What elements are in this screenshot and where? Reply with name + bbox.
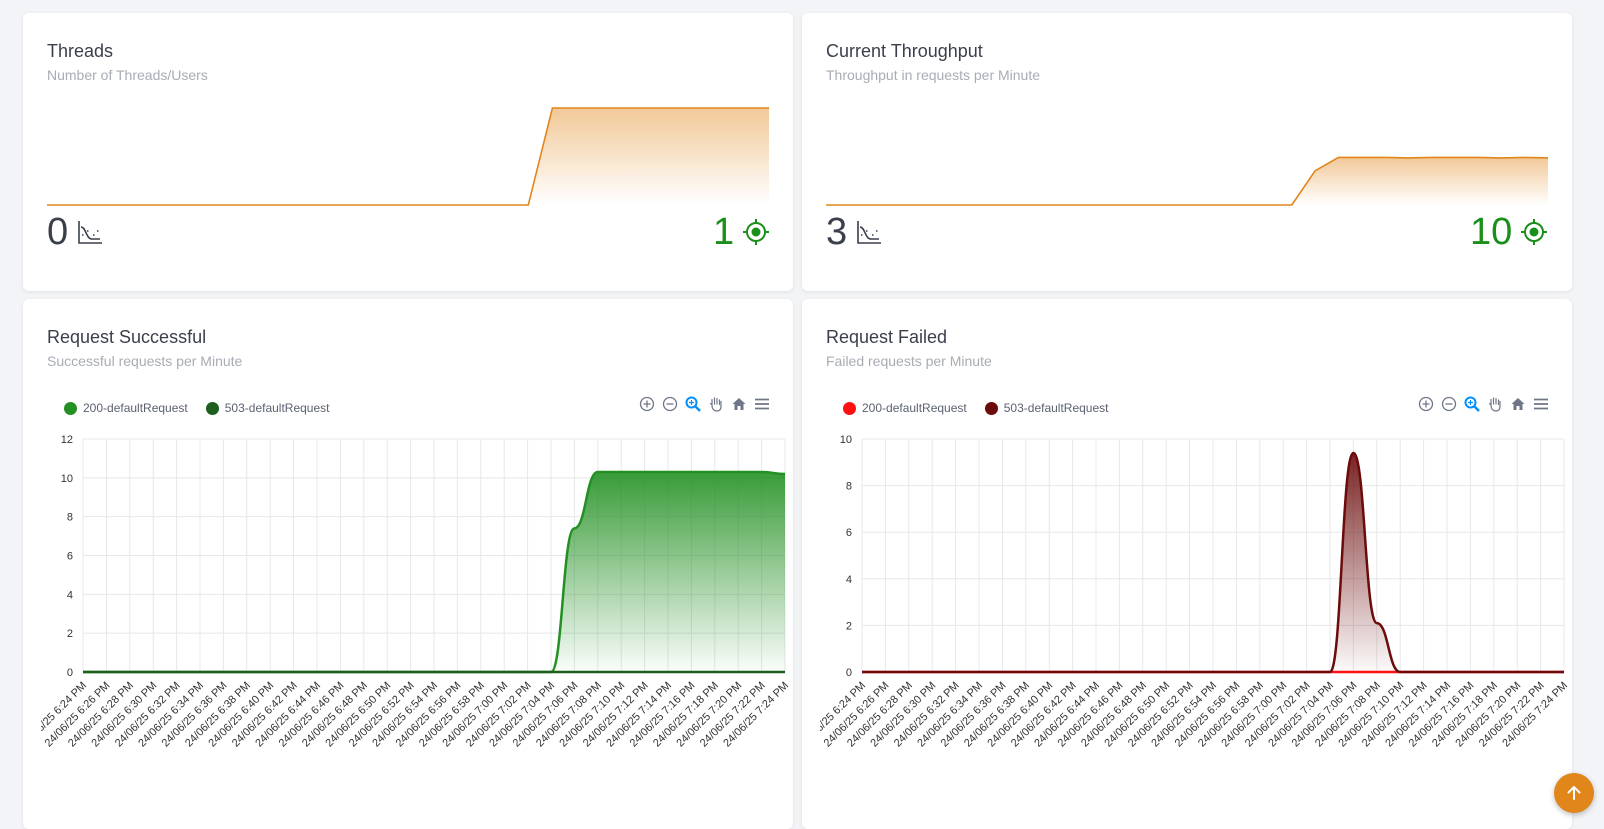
legend-marker [64, 401, 77, 415]
throughput-sparkline [826, 156, 1548, 206]
selection-zoom-icon[interactable] [1463, 395, 1481, 413]
menu-icon[interactable] [753, 395, 771, 413]
y-tick-label: 8 [67, 512, 73, 524]
success-subtitle: Successful requests per Minute [47, 353, 243, 369]
threads-target: 1 [713, 209, 770, 255]
sparkline-area [47, 108, 769, 205]
grid [861, 438, 1565, 673]
selection-zoom-icon[interactable] [684, 395, 702, 413]
series-line-503-defaultRequest [862, 451, 1564, 674]
legend-label: 200-defaultRequest [83, 401, 188, 415]
legend-label: 200-defaultRequest [862, 401, 967, 415]
legend-marker [984, 401, 998, 415]
target-icon [742, 218, 770, 246]
threads-current: 0 [47, 209, 104, 255]
threads-target-value: 1 [713, 211, 735, 253]
arrow-up-icon [1567, 786, 1581, 800]
sparkline-line [826, 156, 1548, 206]
threads-sparkline [47, 107, 769, 206]
throughput-target: 10 [1470, 209, 1548, 255]
sparkline-line [47, 107, 769, 206]
y-tick-label: 6 [67, 551, 73, 563]
y-tick-label: 2 [846, 620, 852, 632]
home-reset-icon[interactable] [730, 395, 748, 413]
y-tick-label: 0 [846, 667, 852, 679]
zoom-out-icon[interactable] [661, 395, 679, 413]
y-tick-label: 4 [67, 589, 73, 601]
legend-item-200[interactable]: 200-defaultRequest [64, 401, 188, 415]
failed-chart-toolbar [1412, 395, 1550, 413]
threads-subtitle: Number of Threads/Users [47, 67, 208, 83]
legend-item-200[interactable]: 200-defaultRequest [843, 401, 967, 415]
zoom-in-icon[interactable] [638, 395, 656, 413]
legend-item-503[interactable]: 503-defaultRequest [205, 401, 330, 415]
failed-card: Request Failed Failed requests per Minut… [802, 299, 1572, 829]
failed-subtitle: Failed requests per Minute [826, 353, 992, 369]
throughput-subtitle: Throughput in requests per Minute [826, 67, 1041, 83]
threads-card: Threads Number of Threads/Users 0 1 [23, 13, 793, 291]
y-tick-label: 12 [61, 434, 73, 446]
legend-marker [843, 401, 856, 415]
failed-legend: 200-defaultRequest 503-defaultRequest [843, 401, 1127, 415]
success-title: Request Successful [47, 327, 207, 347]
success-card: Request Successful Successful requests p… [23, 299, 793, 829]
home-reset-icon[interactable] [1509, 395, 1527, 413]
y-tick-label: 2 [67, 628, 73, 640]
menu-icon[interactable] [1532, 395, 1550, 413]
pan-hand-icon[interactable] [707, 395, 725, 413]
y-tick-label: 6 [846, 527, 852, 539]
pan-hand-icon[interactable] [1486, 395, 1504, 413]
threads-title: Threads [47, 41, 114, 61]
throughput-target-value: 10 [1470, 211, 1513, 253]
legend-label: 503-defaultRequest [224, 401, 330, 415]
success-chart-toolbar [633, 395, 771, 413]
y-tick-label: 10 [61, 473, 73, 485]
legend-item-503[interactable]: 503-defaultRequest [984, 401, 1109, 415]
throughput-current: 3 [826, 209, 883, 255]
zoom-in-icon[interactable] [1417, 395, 1435, 413]
success-legend: 200-defaultRequest 503-defaultRequest [64, 401, 348, 415]
chart-area-icon [855, 218, 883, 246]
threads-current-value: 0 [47, 211, 69, 253]
scroll-to-top-button[interactable] [1554, 773, 1594, 813]
y-tick-label: 0 [67, 667, 73, 679]
y-tick-label: 10 [840, 434, 852, 446]
legend-marker [205, 401, 219, 415]
y-tick-label: 4 [846, 574, 852, 586]
failed-title: Request Failed [826, 327, 948, 347]
throughput-current-value: 3 [826, 211, 848, 253]
series-area-200-defaultRequest [83, 472, 785, 672]
throughput-card: Current Throughput Throughput in request… [802, 13, 1572, 291]
chart-area-icon [76, 218, 104, 246]
y-tick-label: 8 [846, 481, 852, 493]
sparkline-area [826, 157, 1548, 205]
target-icon [1520, 218, 1548, 246]
zoom-out-icon[interactable] [1440, 395, 1458, 413]
legend-label: 503-defaultRequest [1003, 401, 1109, 415]
throughput-title: Current Throughput [826, 41, 983, 61]
